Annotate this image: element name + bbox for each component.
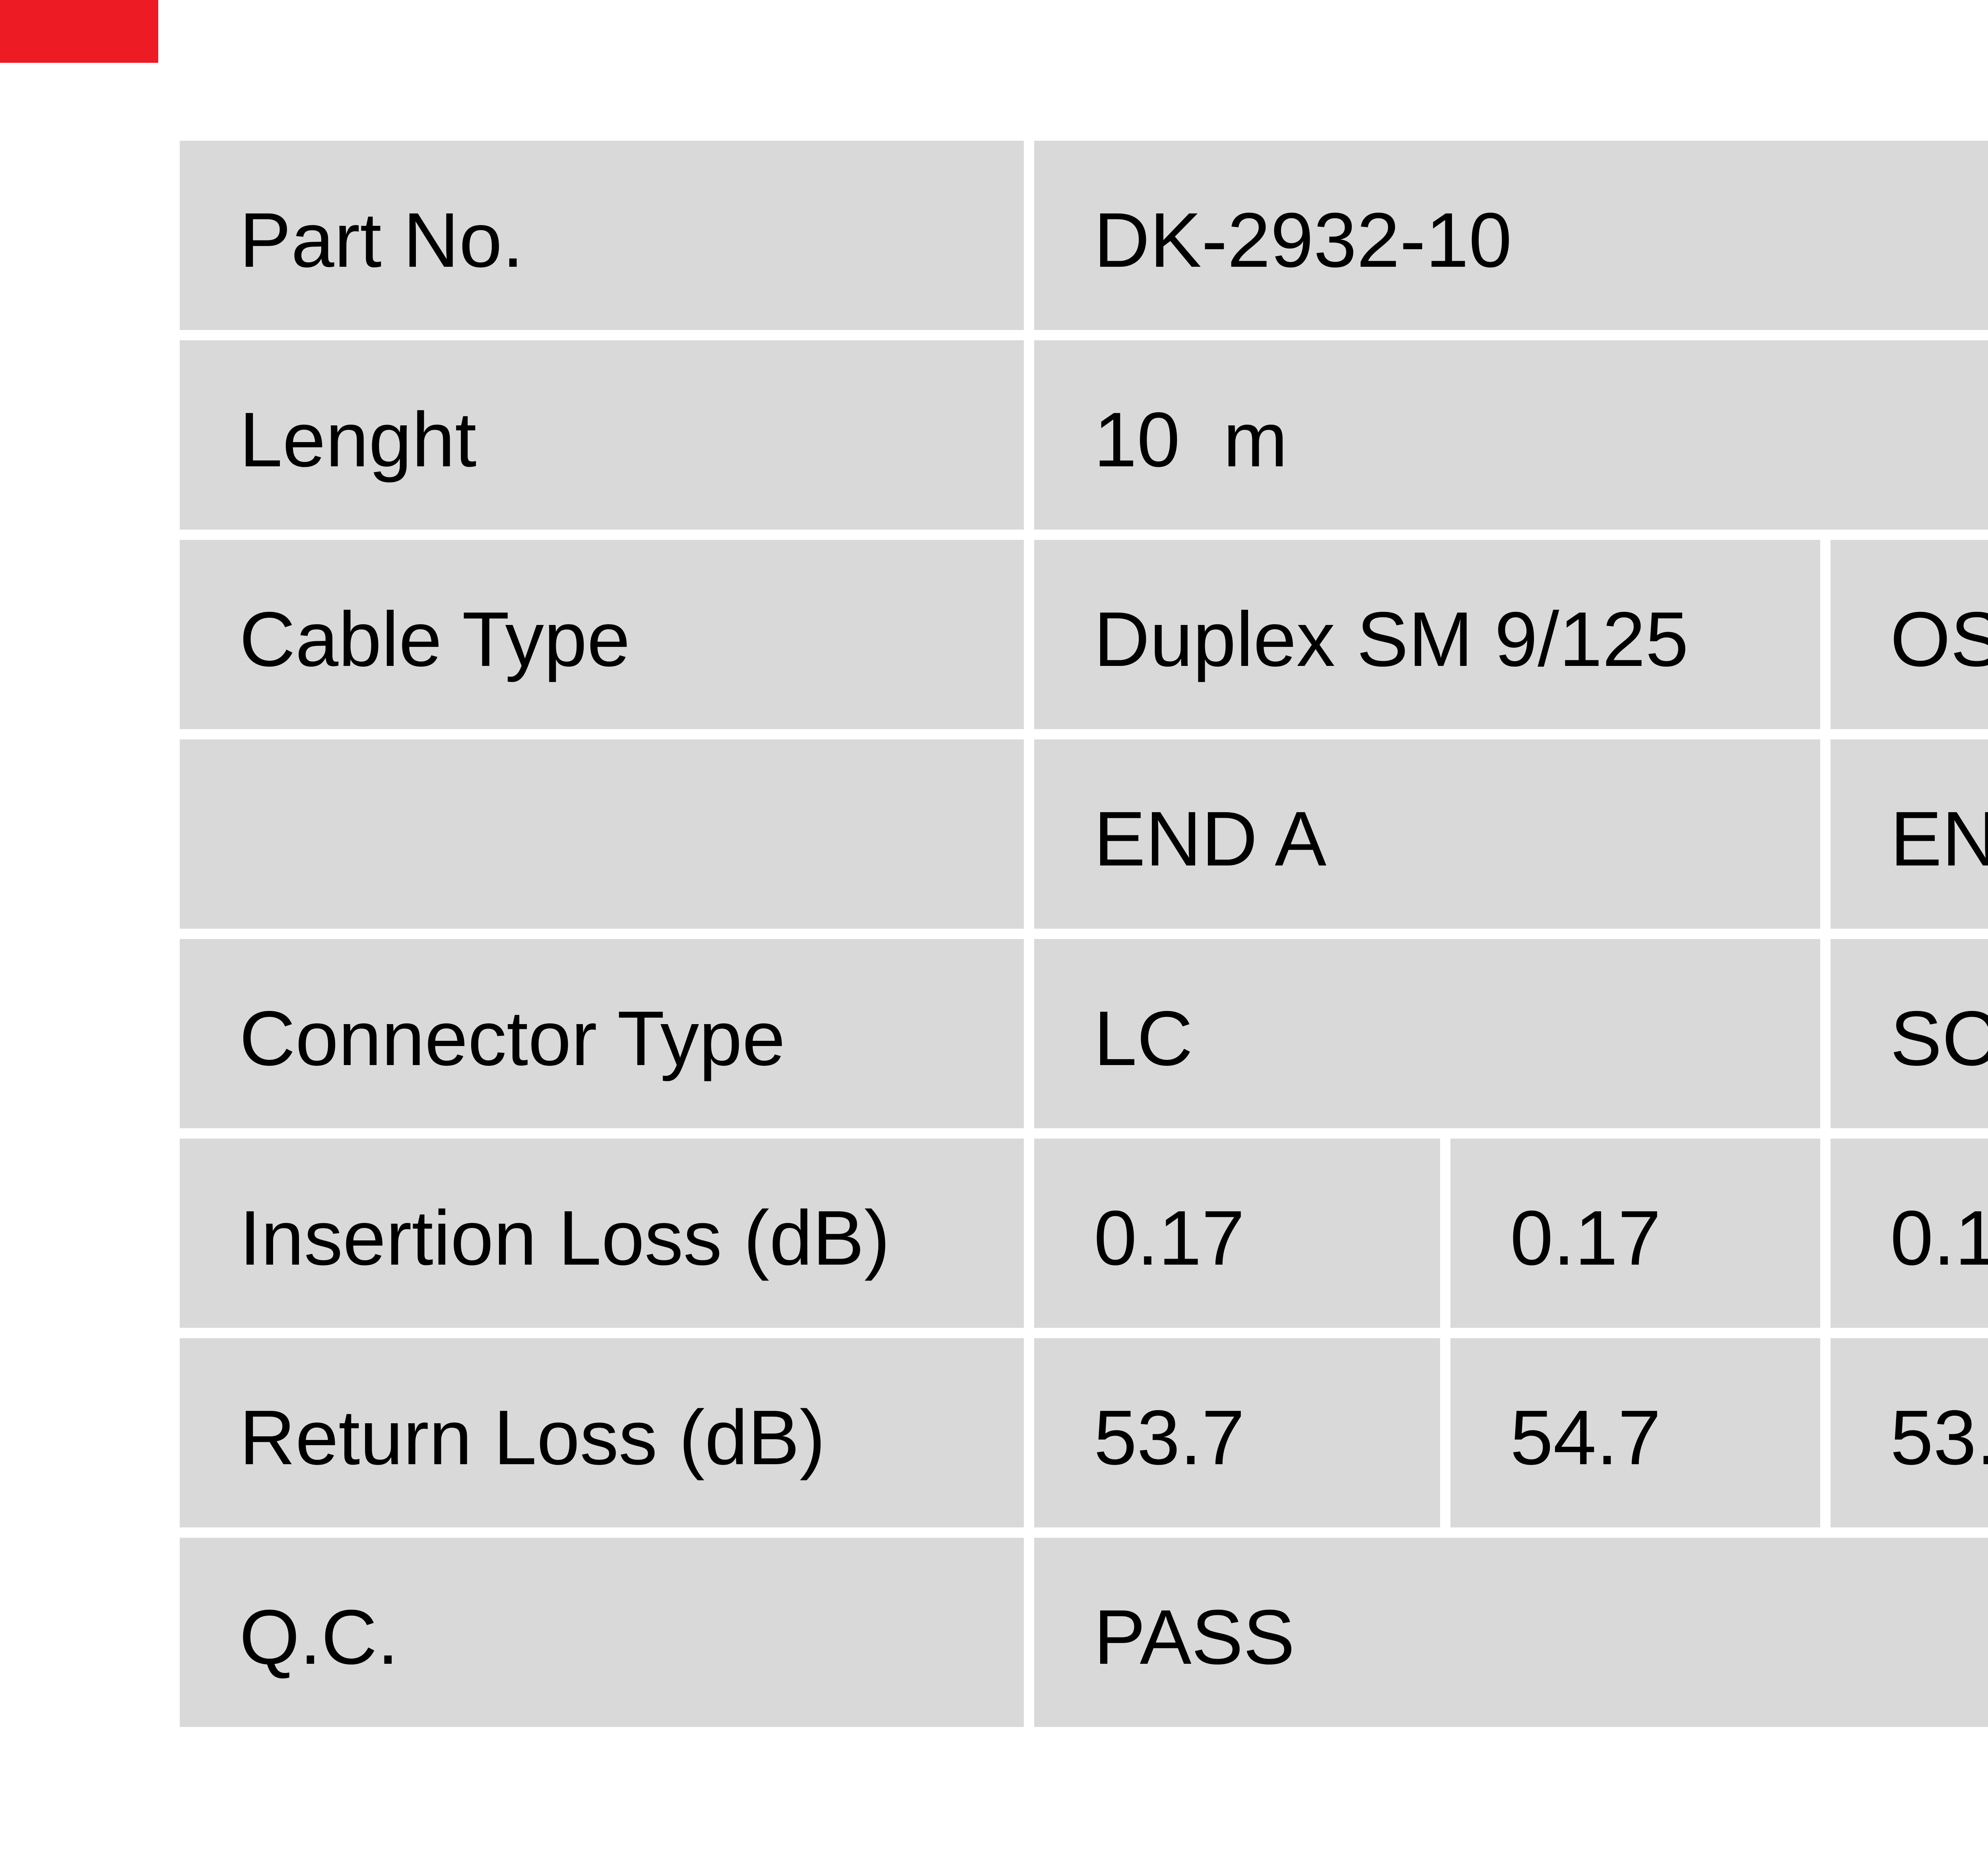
connector-type-end-a: LC	[1034, 939, 1820, 1128]
red-marker	[0, 0, 158, 63]
part-no-label: Part No.	[180, 141, 1024, 330]
return-loss-label: Return Loss (dB)	[180, 1338, 1024, 1527]
insertion-loss-end-a-2: 0.17	[1450, 1139, 1820, 1328]
insertion-loss-label: Insertion Loss (dB)	[180, 1139, 1024, 1328]
length-label: Lenght	[180, 340, 1024, 530]
return-loss-end-b-1: 53.1	[1831, 1338, 1988, 1527]
spec-table: Part No. DK-2932-10 Lenght 10 m Cable Ty…	[180, 141, 1988, 1727]
connector-type-label: Connector Type	[180, 939, 1024, 1128]
part-no-value: DK-2932-10	[1034, 141, 1988, 330]
end-a-header: END A	[1034, 739, 1820, 929]
qc-label: Q.C.	[180, 1538, 1024, 1727]
cable-type-value-a: Duplex SM 9/125	[1034, 540, 1820, 729]
connector-type-end-b: SC	[1831, 939, 1988, 1128]
length-value: 10 m	[1034, 340, 1988, 530]
return-loss-end-a-2: 54.7	[1450, 1338, 1820, 1527]
cable-type-label: Cable Type	[180, 540, 1024, 729]
cable-type-value-b: OS2 LSZH	[1831, 540, 1988, 729]
end-header-spacer-cell	[180, 739, 1024, 929]
return-loss-end-a-1: 53.7	[1034, 1338, 1440, 1527]
qc-result-value: PASS	[1034, 1538, 1988, 1727]
end-b-header: END B	[1831, 739, 1988, 929]
insertion-loss-end-b-1: 0.10	[1831, 1139, 1988, 1328]
insertion-loss-end-a-1: 0.17	[1034, 1139, 1440, 1328]
